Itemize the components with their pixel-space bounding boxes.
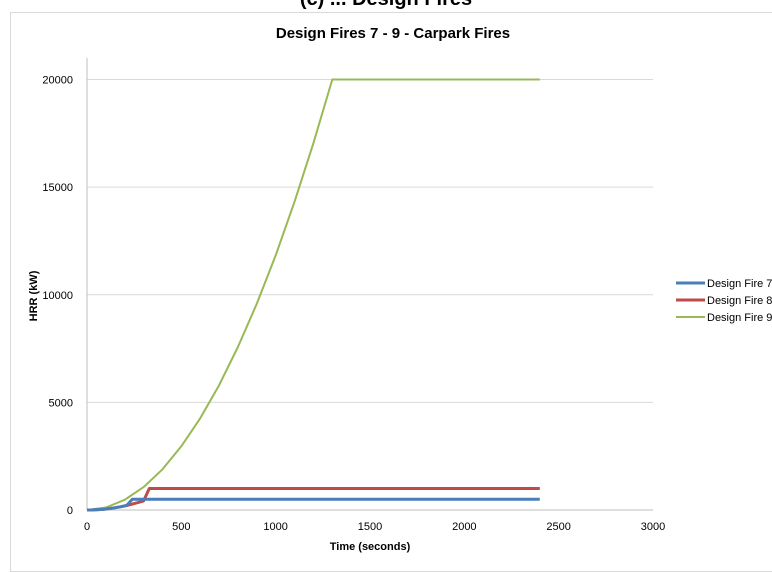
x-tick-label: 0 — [84, 521, 90, 533]
y-tick-label: 10000 — [42, 290, 73, 302]
tick-labels: 0 500 1000 1500 2000 2500 3000 0 5000 10000 15000 2… — [42, 75, 665, 533]
y-tick-label: 15000 — [42, 182, 73, 194]
legend-label: Design Fire 7 — [707, 278, 772, 290]
x-tick-label: 2000 — [452, 521, 476, 533]
x-tick-label: 500 — [172, 521, 190, 533]
legend: Design Fire 7 Design Fire 8 Design Fire 9 — [676, 278, 772, 324]
series-line-design-fire-9 — [86, 78, 540, 511]
gridlines — [87, 79, 653, 403]
series-line-design-fire-7 — [86, 497, 540, 512]
y-axis-title: HRR (kW) — [28, 270, 40, 321]
chart-title: Design Fires 7 - 9 - Carpark Fires — [276, 25, 510, 42]
y-tick-label: 5000 — [49, 397, 73, 409]
x-tick-label: 2500 — [546, 521, 570, 533]
series-lines — [86, 78, 540, 512]
y-tick-label: 0 — [67, 505, 73, 517]
axes — [86, 58, 653, 511]
x-tick-label: 3000 — [641, 521, 665, 533]
legend-label: Design Fire 8 — [707, 295, 772, 307]
x-tick-label: 1500 — [358, 521, 382, 533]
y-tick-label: 20000 — [42, 75, 73, 87]
x-tick-label: 1000 — [263, 521, 287, 533]
x-axis-title: Time (seconds) — [330, 541, 411, 553]
clipped-page-heading: (c) ... Design Fires — [0, 0, 772, 10]
legend-label: Design Fire 9 — [707, 312, 772, 324]
line-chart: Design Fires 7 - 9 - Carpark Fires 0 500 1… — [28, 25, 772, 553]
